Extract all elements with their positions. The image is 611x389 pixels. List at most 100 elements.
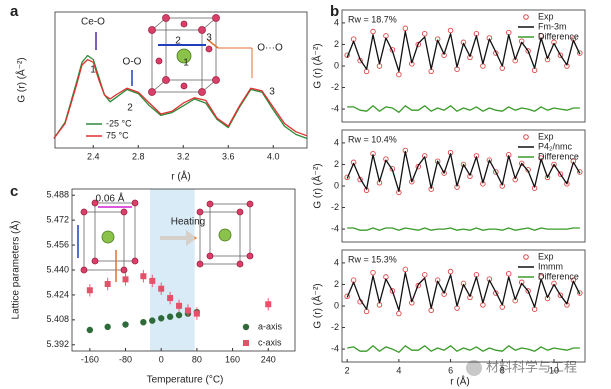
y-tick-label: 0 — [334, 60, 339, 70]
y-axis-label: Lattice parameters (Å) — [9, 221, 22, 320]
panel-label: c — [10, 183, 18, 200]
legend-label: c-axis — [258, 337, 282, 347]
y-tick-label: 5.488 — [46, 190, 69, 200]
x-tick-label: 8 — [500, 365, 505, 375]
data-point — [505, 270, 512, 277]
x-tick-label: -160 — [81, 354, 99, 364]
legend-label: P4₂/nmc — [538, 141, 573, 151]
legend-label: Fm-3m — [538, 21, 567, 31]
annotation: 0.06 Å — [96, 192, 125, 205]
data-point — [577, 50, 583, 56]
y-axis-label: G (r) (Å⁻²) — [311, 163, 324, 208]
data-point — [421, 272, 428, 278]
rw-label: Rw = 18.7% — [348, 14, 397, 24]
watermark-icon — [466, 360, 482, 376]
data-point — [557, 171, 564, 177]
data-point — [415, 163, 422, 170]
data-point — [184, 307, 191, 314]
y-tick-label: -2 — [331, 202, 339, 212]
data-line — [53, 54, 308, 140]
data-line — [347, 105, 580, 113]
data-point — [193, 310, 200, 317]
data-point — [544, 174, 551, 181]
panel-label: b — [330, 3, 339, 20]
y-tick-label: -4 — [331, 223, 339, 233]
y-tick-label: -2 — [331, 322, 339, 332]
y-tick-label: 5.408 — [46, 314, 69, 324]
annotation: O-O — [123, 57, 142, 68]
data-point — [447, 27, 454, 34]
data-point — [140, 318, 147, 326]
data-point — [370, 28, 376, 35]
x-tick-label: 80 — [192, 354, 202, 364]
x-tick-label: 240 — [261, 354, 276, 364]
y-tick-label: 5.440 — [46, 264, 69, 274]
data-point — [344, 52, 350, 58]
x-tick-label: 2.4 — [87, 151, 100, 161]
highlight-band — [150, 189, 195, 351]
data-line — [347, 345, 580, 353]
x-axis-label: r (Å) — [171, 170, 190, 183]
rw-label: Rw = 15.3% — [348, 254, 397, 264]
y-tick-label: 5.392 — [46, 339, 69, 349]
legend-label: Difference — [538, 271, 579, 281]
legend-label: Exp — [538, 11, 554, 21]
data-line — [346, 30, 581, 73]
data-point — [104, 323, 111, 331]
y-tick-label: -4 — [331, 103, 339, 113]
data-point — [525, 288, 531, 294]
data-point — [175, 311, 183, 319]
x-tick-label: 10 — [549, 365, 559, 375]
legend-marker — [242, 323, 250, 331]
data-line — [53, 58, 308, 139]
data-point — [441, 170, 447, 176]
data-point — [344, 174, 350, 181]
legend-marker — [523, 14, 529, 20]
data-point — [166, 313, 174, 320]
y-tick-label: 0 — [334, 300, 339, 310]
y-tick-label: -2 — [331, 82, 339, 92]
panel-label: a — [10, 3, 19, 20]
legend-label: a-axis — [258, 321, 283, 331]
x-tick-label: 3.6 — [222, 151, 235, 161]
data-point — [415, 41, 422, 48]
data-point — [370, 269, 376, 276]
legend-marker — [523, 254, 529, 260]
x-tick-label: 2 — [345, 365, 350, 375]
data-point — [149, 277, 156, 284]
data-point — [140, 273, 147, 280]
y-axis-label: G (r) (Å⁻²) — [311, 283, 324, 328]
annotation: 2 — [175, 36, 181, 47]
data-point — [577, 290, 583, 296]
data-line — [346, 150, 581, 193]
data-point — [158, 315, 165, 322]
data-point — [402, 25, 409, 32]
annotation: Ce-O — [81, 17, 105, 28]
y-tick-label: 5.456 — [46, 239, 69, 249]
data-point — [525, 48, 531, 54]
legend-marker — [523, 134, 529, 140]
data-point — [122, 321, 129, 328]
data-point — [460, 161, 467, 168]
y-tick-label: -4 — [331, 343, 339, 353]
data-point — [176, 302, 183, 309]
x-tick-label: 3.2 — [177, 151, 190, 161]
data-point — [557, 292, 564, 298]
watermark: 材料科学与工程 — [466, 359, 577, 376]
data-point — [104, 281, 111, 288]
data-point — [415, 282, 422, 289]
data-point — [402, 266, 409, 273]
data-point — [396, 310, 402, 317]
annotation: 3 — [269, 87, 275, 98]
y-tick-label: 5.424 — [46, 289, 69, 299]
legend-label: 75 °C — [106, 130, 129, 140]
x-tick-label: 160 — [225, 354, 240, 364]
annotation: O···O — [257, 43, 283, 54]
y-tick-label: 2 — [334, 279, 339, 289]
data-point — [86, 326, 94, 334]
data-line — [347, 227, 580, 231]
y-tick-label: 5.472 — [46, 215, 69, 225]
crystal-inset-a — [95, 14, 253, 96]
plot-frame — [54, 11, 308, 149]
